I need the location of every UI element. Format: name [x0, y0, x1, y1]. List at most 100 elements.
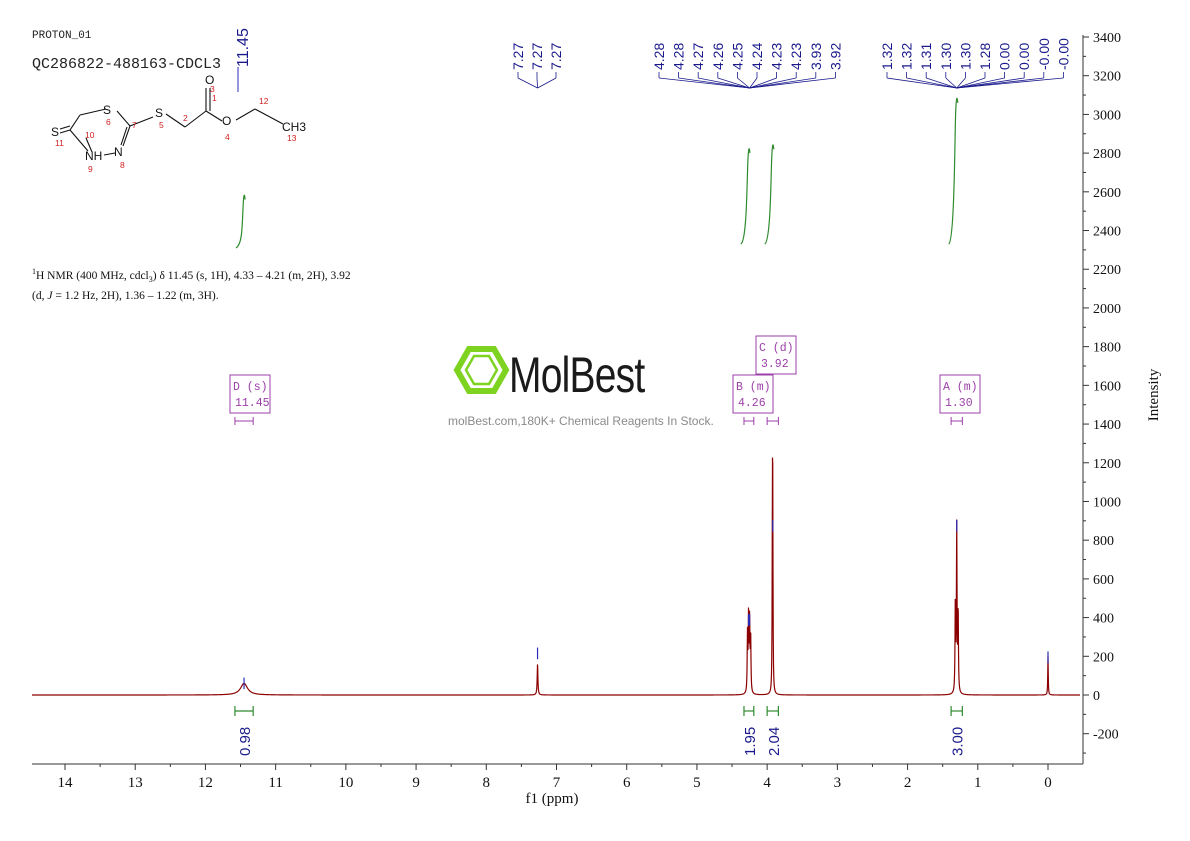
peak-label-1: 1.31	[918, 43, 934, 70]
peak-label-7: 7.27	[529, 43, 545, 70]
multiplet-shift: 1.30	[945, 397, 973, 410]
atom-n: N	[114, 145, 123, 159]
molecule-labels: S S S NH N O O CH3	[51, 73, 306, 163]
peak-label-connector	[906, 77, 957, 89]
atom-number: 13	[287, 133, 297, 143]
peak-label-connector	[678, 77, 750, 89]
nmr-description: 1H NMR (400 MHz, cdcl3) δ 11.45 (s, 1H),…	[32, 264, 392, 304]
y-tick-label: 1800	[1093, 341, 1121, 356]
peak-label-connector	[926, 77, 957, 89]
peak-label-4: 4.23	[769, 43, 785, 70]
x-tick-label: 9	[412, 775, 420, 791]
description-line2b: = 1.2 Hz, 2H), 1.36 – 1.22 (m, 3H).	[52, 290, 219, 303]
integral: 1.95	[742, 706, 759, 756]
peak-label-connector	[658, 77, 750, 89]
integral: 3.00	[950, 706, 967, 756]
atom-number: 2	[183, 113, 188, 123]
x-tick-label: 2	[904, 775, 912, 791]
multiplet-boxes: D (s) 11.45 B (m) 4.26 C (d) 3.92 A (m) 1.30	[229, 335, 981, 425]
multiplet-label: A (m)	[943, 381, 978, 394]
y-tick-label: 2200	[1093, 263, 1121, 278]
x-tick-label: 5	[693, 775, 701, 791]
peak-label-connector	[537, 77, 557, 89]
atom-number: 5	[159, 120, 164, 130]
integral-curves	[235, 97, 959, 249]
peak-label-7: 7.27	[548, 43, 564, 70]
peak-label-4: 4.23	[788, 43, 804, 70]
structure-peak-label: 11.45	[235, 28, 252, 92]
experiment-name: PROTON_01	[32, 30, 92, 42]
structure-peak-shift: 11.45	[235, 28, 252, 67]
watermark-brand: MolBest	[509, 347, 645, 403]
peak-labels: 7.27 7.27 7.27 4.28 4.28 4.27 4.26 4.25 4.24 4.23…	[510, 38, 1071, 89]
multiplet-label: B (m)	[736, 381, 771, 394]
atom-s-thione: S	[51, 125, 59, 139]
molbest-logo-icon	[453, 346, 510, 394]
integral-curve	[740, 148, 751, 245]
peak-label-connector	[956, 77, 1005, 89]
peak-label-connector	[517, 77, 538, 89]
atom-o-ester: O	[222, 114, 231, 128]
x-axis-label: f1 (ppm)	[526, 791, 579, 807]
peak-label-connector	[749, 77, 777, 89]
peak-label-connector	[749, 77, 836, 89]
peak-label-connector	[749, 77, 758, 89]
y-tick-label: 3400	[1093, 31, 1121, 46]
integrals: 0.98 1.95 2.04 3.00	[234, 706, 967, 756]
integral-curve	[948, 97, 959, 245]
coupling-j: J	[47, 290, 53, 303]
integral-value: 2.04	[766, 727, 783, 756]
x-tick-label: 7	[553, 775, 561, 791]
multiplet-shift: 11.45	[235, 397, 270, 410]
atom-number: 3	[210, 84, 215, 94]
integral-curve	[764, 144, 775, 245]
integral-value: 3.00	[950, 727, 967, 756]
multiplet-box: D (s) 11.45	[229, 374, 271, 425]
multiplet-label: C (d)	[759, 342, 794, 355]
spectrum-trace	[32, 457, 1080, 696]
x-tick-label: 4	[763, 775, 771, 791]
atom-s-ring: S	[103, 103, 111, 117]
y-tick-label: 1200	[1093, 457, 1121, 472]
peak-label-connector	[956, 77, 1064, 89]
x-axis-ticks: 14 13 12 11 10 9 8 7 6 5 4 3 2 1 0	[58, 764, 1052, 791]
multiplet-box: A (m) 1.30	[939, 374, 981, 425]
peak-label-4: 4.25	[729, 43, 745, 70]
atom-o-carbonyl: O	[205, 73, 214, 87]
atom-number: 1	[212, 93, 217, 103]
integral-value: 1.95	[742, 727, 759, 756]
peak-label-1: 0.00	[997, 43, 1013, 70]
integral-value: 0.98	[237, 727, 254, 756]
watermark-tagline: molBest.com,180K+ Chemical Reagents In S…	[448, 414, 714, 428]
y-tick-label: 2800	[1093, 147, 1121, 162]
peak-label-connector	[956, 77, 966, 89]
peak-label-4: 4.24	[749, 43, 765, 70]
solvent-subscript: 3	[148, 275, 153, 285]
peak-label-connector	[717, 77, 750, 89]
peak-label-4: 3.92	[827, 43, 843, 70]
description-line1: ) δ 11.45 (s, 1H), 4.33 – 4.21 (m, 2H), …	[152, 269, 351, 282]
peak-label-4: 4.27	[690, 43, 706, 70]
peak-label-1: 1.30	[938, 43, 954, 70]
peak-label-4: 4.28	[671, 43, 687, 70]
peak-label-connector	[956, 77, 986, 89]
spectrum-line	[32, 457, 1080, 696]
x-tick-label: 10	[338, 775, 353, 791]
x-tick-label: 1	[974, 775, 982, 791]
y-tick-label: 3000	[1093, 108, 1121, 123]
peak-label-1: 1.28	[977, 43, 993, 70]
x-tick-label: 12	[198, 775, 213, 791]
y-tick-label: 200	[1093, 650, 1114, 665]
atom-number: 4	[225, 132, 230, 142]
peak-label-4: 4.26	[710, 43, 726, 70]
x-tick-label: 13	[128, 775, 143, 791]
x-tick-label: 0	[1044, 775, 1052, 791]
y-tick-label: 3200	[1093, 70, 1121, 85]
atom-numbers: 1 2 3 4 5 6 7 8 9 10 11 12 13	[55, 84, 297, 174]
integral-curve	[235, 194, 246, 249]
peak-label-connector	[737, 77, 750, 89]
y-tick-label: 1400	[1093, 418, 1121, 433]
peak-label-connector	[945, 77, 957, 89]
y-tick-label: 2600	[1093, 186, 1121, 201]
atom-ch3: CH3	[282, 120, 306, 134]
